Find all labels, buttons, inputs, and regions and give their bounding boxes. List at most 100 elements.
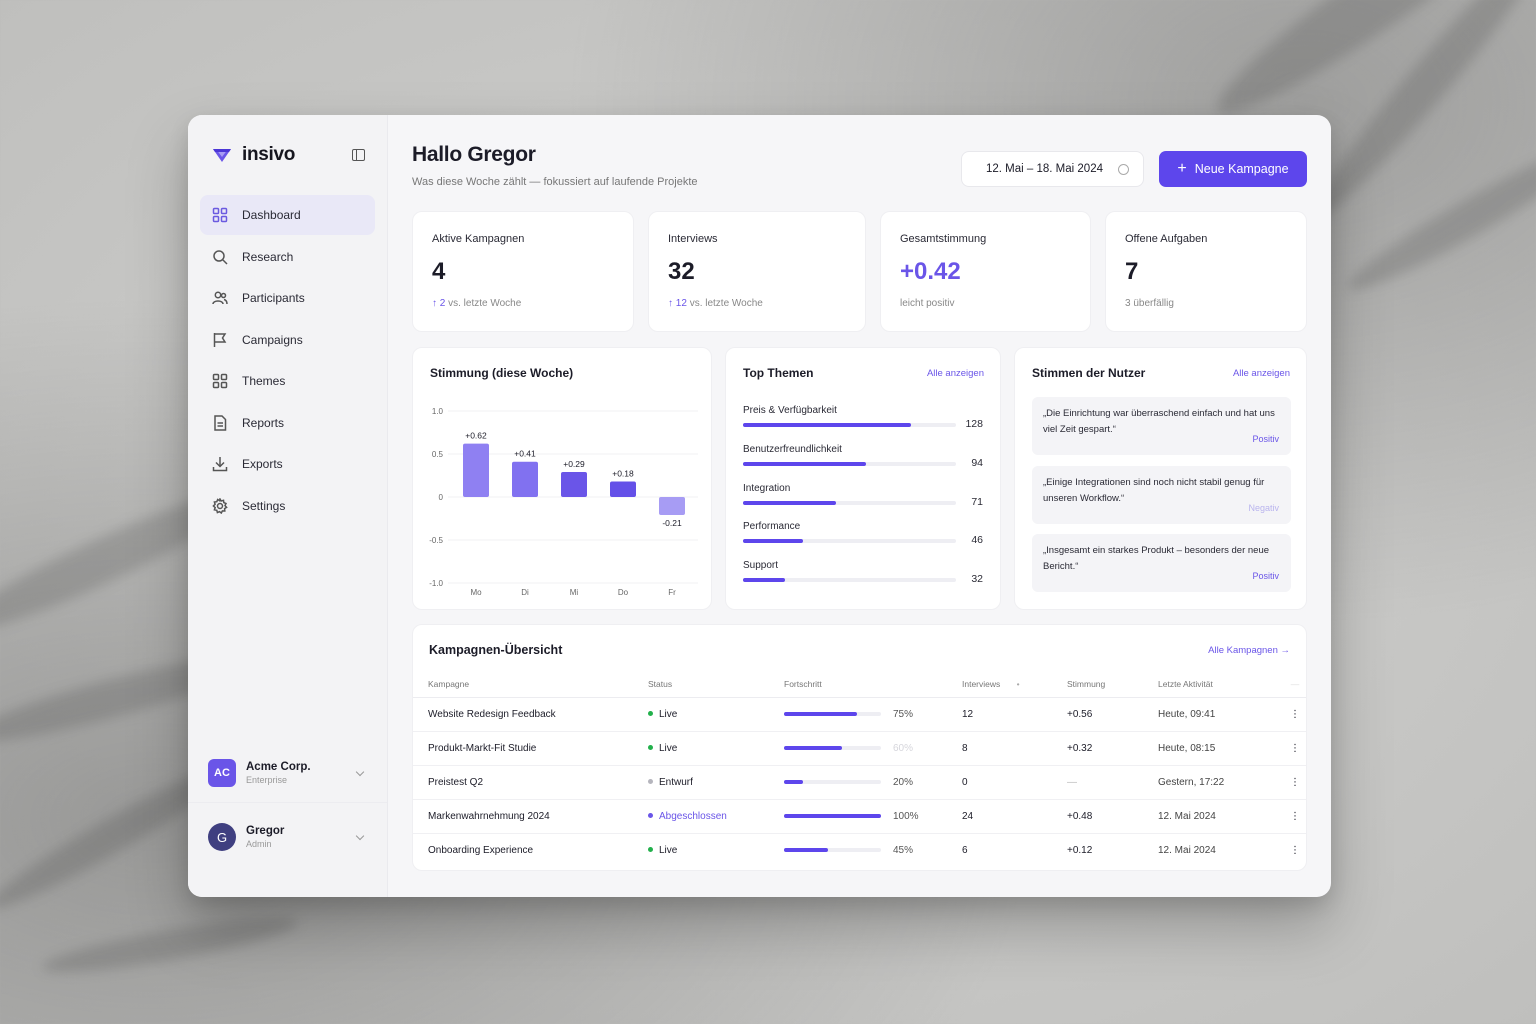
bar-fr[interactable] [659, 497, 685, 516]
voices-view-all-link[interactable]: Alle anzeigen [1232, 368, 1290, 379]
campaign-name[interactable]: Produkt-Markt-Fit Studie [413, 731, 648, 766]
sentiment-tag: Negativ [1248, 502, 1279, 513]
org-plan: Enterprise [246, 774, 288, 785]
user-avatar: G [208, 823, 236, 851]
kpi-label: Offene Aufgaben [1125, 233, 1208, 245]
column-header-last-activity[interactable]: Letzte Aktivität [1158, 671, 1284, 698]
kpi-delta: 12 [675, 298, 687, 309]
bar-mo[interactable] [463, 443, 489, 497]
org-avatar: AC [208, 758, 236, 787]
sidebar-item-themes[interactable]: Themes [200, 361, 375, 401]
kpi-card-open-tasks[interactable]: Offene Aufgaben 7 3 überfällig [1105, 211, 1307, 332]
theme-row[interactable]: Support 32 [743, 560, 983, 585]
sidebar-item-exports[interactable]: Exports [200, 444, 375, 484]
column-header-interviews[interactable]: Interviews • [962, 671, 1067, 698]
bar-do[interactable] [610, 481, 636, 497]
sidebar-item-campaigns[interactable]: Campaigns [200, 320, 375, 360]
table-row[interactable]: Website Redesign Feedback Live 75% 12 +0.56 H… [413, 697, 1306, 732]
kpi-label: Gesamtstimmung [900, 233, 987, 245]
column-header-sentiment[interactable]: Stimmung [1067, 671, 1158, 698]
theme-row[interactable]: Performance 46 [743, 521, 983, 546]
campaign-name[interactable]: Markenwahrnehmung 2024 [413, 799, 648, 834]
theme-bar-fill [743, 578, 785, 583]
y-tick-label: -1.0 [429, 579, 443, 588]
all-campaigns-link[interactable]: Alle Kampagnen → [1208, 645, 1290, 656]
table-row[interactable]: Preistest Q2 Entwurf 20% 0— Gestern, 17:22 ⋮ [413, 765, 1306, 800]
progress-bar [784, 848, 881, 853]
progress-label: 20% [893, 776, 914, 788]
campaign-name[interactable]: Website Redesign Feedback [413, 697, 648, 732]
date-range-picker[interactable]: 12. Mai – 18. Mai 2024 [961, 151, 1144, 187]
kpi-delta: 2 [439, 298, 446, 309]
theme-row[interactable]: Benutzerfreundlichkeit 94 [743, 443, 983, 469]
column-header-progress[interactable]: Fortschritt [784, 671, 962, 698]
progress-fill [784, 745, 843, 750]
column-header-more: — [1284, 671, 1306, 698]
campaign-progress: 75% [784, 697, 962, 732]
kpi-label: Interviews [668, 233, 718, 245]
campaign-sentiment: — [1067, 765, 1158, 800]
table-row[interactable]: Produkt-Markt-Fit Studie Live 60% 8 +0.32 Heu… [413, 731, 1306, 766]
kpi-card-interviews[interactable]: Interviews 32 ↑ 12 vs. letzte Woche [648, 211, 866, 332]
theme-row[interactable]: Integration 71 [743, 483, 983, 508]
sidebar-item-dashboard[interactable]: Dashboard [200, 195, 375, 235]
campaign-progress: 100% [784, 799, 962, 834]
campaign-last-activity: 12. Mai 2024 [1158, 844, 1216, 856]
sidebar-toggle-icon[interactable] [352, 149, 365, 161]
themes-view-all-link[interactable]: Alle anzeigen [926, 368, 984, 379]
theme-row[interactable]: Preis & Verfügbarkeit 128 [743, 405, 983, 430]
bar-mi[interactable] [561, 472, 587, 497]
bar-data-label: +0.29 [563, 459, 585, 469]
campaign-last-activity: 12. Mai 2024 [1158, 799, 1284, 834]
theme-count: 128 [965, 418, 983, 430]
user-menu[interactable]: G Gregor Admin [188, 807, 387, 867]
campaign-status: Abgeschlossen [648, 799, 784, 834]
x-tick-label: Mo [470, 588, 482, 597]
kpi-card-sentiment[interactable]: Gesamtstimmung +0.42 leicht positiv [880, 211, 1091, 332]
row-menu-icon[interactable]: ⋮ [1284, 799, 1306, 834]
row-menu-icon[interactable]: ⋮ [1284, 731, 1306, 766]
user-quote[interactable]: „Insgesamt ein starkes Produkt – besonde… [1032, 534, 1291, 592]
brand-name: insivo [242, 144, 296, 165]
user-quote[interactable]: „Die Einrichtung war überraschend einfac… [1032, 397, 1291, 455]
sidebar-item-research[interactable]: Research [200, 237, 375, 277]
theme-label: Performance [743, 521, 801, 533]
table-row[interactable]: Markenwahrnehmung 2024 Abgeschlossen 100% 2… [413, 799, 1306, 834]
bar-di[interactable] [512, 461, 538, 497]
theme-bar-track [743, 578, 956, 583]
progress-label: 100% [893, 810, 919, 822]
campaign-status: Live [648, 731, 784, 766]
campaign-interviews: 24 [962, 799, 1067, 834]
org-switcher[interactable]: AC Acme Corp. Enterprise [188, 743, 387, 803]
row-menu-icon[interactable]: ⋮ [1284, 697, 1306, 732]
sidebar: insivo Dashboard Research Participants C… [188, 115, 388, 897]
theme-bar-track [743, 423, 956, 427]
column-header-status[interactable]: Status [648, 671, 784, 698]
row-menu-icon[interactable]: ⋮ [1284, 765, 1306, 800]
theme-bar-fill [743, 423, 911, 427]
campaign-sentiment: +0.32 [1067, 731, 1158, 766]
brand[interactable]: insivo [200, 115, 375, 195]
sidebar-item-reports[interactable]: Reports [200, 403, 375, 443]
sidebar-item-participants[interactable]: Participants [200, 278, 375, 318]
progress-fill [784, 813, 881, 818]
kpi-note-text: leicht positiv [900, 298, 955, 309]
campaign-name[interactable]: Preistest Q2 [413, 765, 648, 800]
users-icon [212, 290, 228, 306]
progress-label: 75% [893, 708, 914, 720]
column-header-campaign[interactable]: Kampagne [413, 671, 648, 698]
campaign-last-activity: Heute, 08:15 [1158, 731, 1284, 766]
theme-label: Benutzerfreundlichkeit [743, 443, 842, 455]
progress-bar [784, 745, 881, 750]
new-campaign-label: Neue Kampagne [1194, 162, 1289, 176]
row-menu-icon[interactable]: ⋮ [1290, 844, 1300, 856]
sidebar-item-settings[interactable]: Settings [200, 486, 375, 526]
new-campaign-button[interactable]: + Neue Kampagne [1159, 151, 1307, 187]
kpi-card-active-campaigns[interactable]: Aktive Kampagnen 4 ↑ 2 vs. letzte Woche [412, 211, 634, 332]
x-tick-label: Mi [570, 588, 579, 597]
x-tick-label: Di [521, 588, 529, 597]
user-quote[interactable]: „Einige Integrationen sind noch nicht st… [1032, 465, 1291, 524]
table-row[interactable]: Onboarding Experience Live 45% 6 +0.12 12. Ma… [413, 833, 1306, 867]
campaign-name[interactable]: Onboarding Experience [428, 844, 534, 856]
campaign-progress: 60% [784, 731, 962, 766]
